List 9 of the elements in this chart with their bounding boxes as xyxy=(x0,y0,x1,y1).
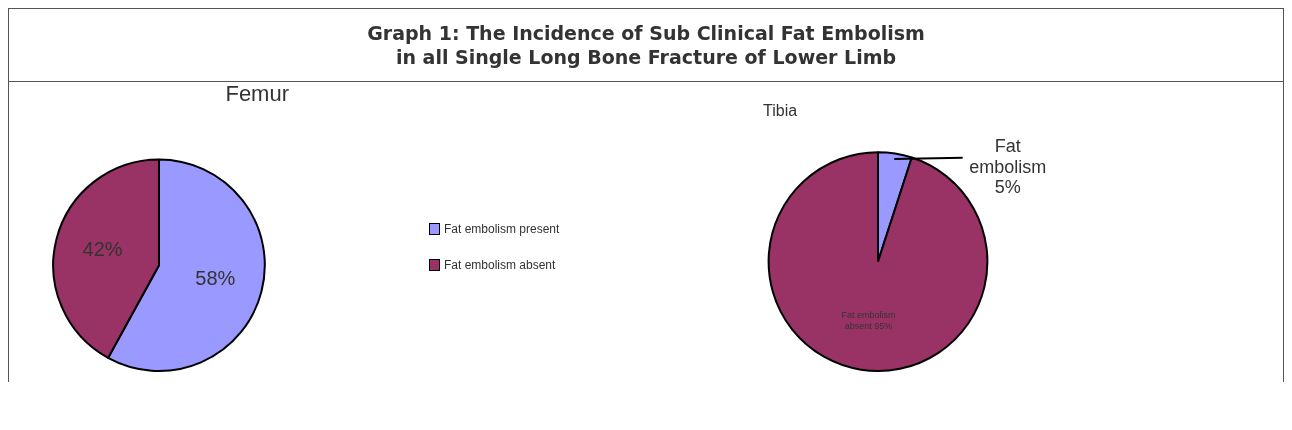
data-label: Fat embolism absent 95% xyxy=(841,310,896,331)
chart-title: Femur xyxy=(225,81,289,107)
legend-label: Fat embolism absent xyxy=(444,258,556,272)
legend-label: Fat embolism present xyxy=(444,222,560,236)
data-label: 58% xyxy=(195,267,236,290)
data-label: Fat embolism 5% xyxy=(969,135,1047,198)
text: Graph 1: The Incidence of Sub Clinical Fat Embolism in all Single Long Bone Fracture of Lower Limb xyxy=(367,22,925,68)
chart-title: Tibia xyxy=(763,102,798,120)
data-label: 42% xyxy=(82,238,123,261)
